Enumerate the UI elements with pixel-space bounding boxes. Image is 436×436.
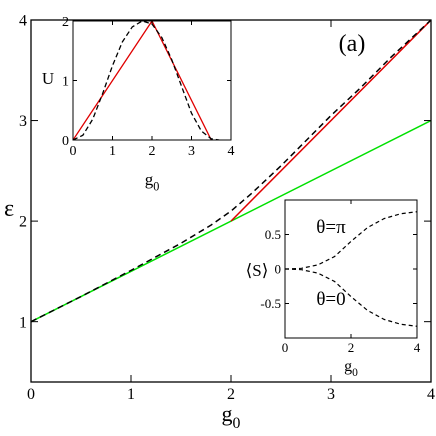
theta-zero-annotation: θ=0	[316, 289, 345, 310]
main-ytick-label: 2	[19, 214, 27, 231]
main-x-axis-label: g0	[222, 401, 241, 432]
inset_u-xtick-label: 0	[70, 144, 77, 159]
theta-pi-annotation: θ=π	[316, 217, 346, 238]
inset-u-y-axis-label: U	[42, 69, 54, 88]
inset-u-x-axis-label: g0	[145, 170, 160, 193]
inset_u-background	[73, 21, 231, 140]
main-xtick-label: 4	[427, 386, 435, 403]
inset_s-xtick-label: 4	[414, 340, 421, 355]
main-x-axis-label-main: g	[222, 401, 233, 426]
main-y-axis-label: ε	[4, 196, 14, 222]
inset_s-xtick-label: 0	[282, 340, 289, 355]
inset_s-series-group	[285, 211, 417, 327]
main-ytick-label: 1	[19, 314, 27, 331]
main-xtick-label: 2	[227, 386, 235, 403]
main-xtick-label: 0	[27, 386, 35, 403]
inset_u-ytick-label: 2	[62, 15, 69, 30]
inset_s-background	[285, 200, 417, 338]
inset-u-x-axis-label-subscript: 0	[153, 179, 159, 193]
inset_u-series-1-line	[73, 21, 220, 140]
main-series-1-line	[230, 20, 431, 222]
inset_u-series-group	[73, 21, 220, 140]
inset-s-y-axis-label: ⟨S⟩	[246, 261, 269, 280]
main-ytick-label: 4	[19, 13, 27, 30]
main-ytick-label: 3	[19, 113, 27, 130]
inset_s-series-1-line	[285, 268, 417, 327]
panel-label: (a)	[339, 31, 366, 57]
inset_u-ytick-label: 0	[62, 134, 69, 149]
inset-s-x-axis-label: g0	[344, 358, 358, 379]
inset-s-x-axis-label-subscript: 0	[352, 367, 358, 379]
main-series-2-line	[31, 20, 431, 323]
main-xtick-label: 3	[327, 386, 335, 403]
inset_u-ytick-label: 1	[62, 74, 69, 89]
inset_u-xtick-label: 1	[109, 144, 116, 159]
inset_s-ytick-label: -0.5	[260, 296, 281, 311]
inset_s-ytick-label: 0	[275, 262, 282, 277]
inset_s-ytick-label: 0.5	[265, 227, 281, 242]
main-x-axis-label-subscript: 0	[233, 415, 241, 432]
inset-u-x-axis-label-main: g	[145, 170, 154, 189]
inset_s-series-0-line	[285, 211, 417, 270]
inset_u-xtick-label: 4	[228, 144, 235, 159]
inset_u-xtick-label: 3	[188, 144, 195, 159]
main-xtick-label: 1	[127, 386, 135, 403]
inset-s-x-axis-label-main: g	[344, 358, 352, 375]
inset-s-plot: 0 2 40.50-0.5g0⟨S⟩θ=πθ=0	[246, 199, 421, 379]
main-series-group	[31, 20, 431, 323]
inset_s-xtick-label: 2	[348, 340, 355, 355]
inset_u-xtick-label: 2	[149, 144, 156, 159]
